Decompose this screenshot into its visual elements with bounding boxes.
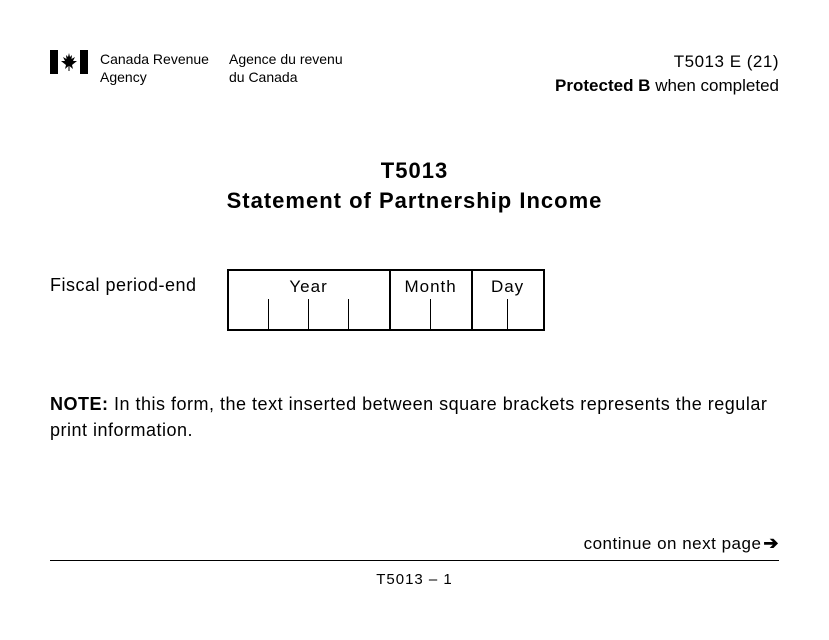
form-version-code: T5013 E (21) bbox=[555, 50, 779, 74]
flag-bar-right bbox=[80, 50, 88, 74]
day-digit-2[interactable] bbox=[508, 299, 543, 329]
continue-text: continue on next page bbox=[584, 534, 762, 553]
fiscal-period-row: Fiscal period-end Year Month Day bbox=[50, 269, 779, 331]
year-digit-4[interactable] bbox=[349, 299, 389, 329]
agency-wordmark: Canada Revenue Agency Agence du revenu d… bbox=[100, 50, 343, 86]
continue-row: continue on next page➔ bbox=[50, 533, 779, 561]
protected-classification: Protected B when completed bbox=[555, 74, 779, 98]
day-column: Day bbox=[473, 271, 543, 329]
header-row: Canada Revenue Agency Agence du revenu d… bbox=[50, 50, 779, 98]
year-column: Year bbox=[229, 271, 391, 329]
month-header: Month bbox=[391, 271, 471, 299]
day-cells bbox=[473, 299, 543, 329]
wordmark-english: Canada Revenue Agency bbox=[100, 50, 209, 86]
agency-logo-section: Canada Revenue Agency Agence du revenu d… bbox=[50, 50, 343, 86]
wordmark-french: Agence du revenu du Canada bbox=[229, 50, 343, 86]
note-label: NOTE: bbox=[50, 394, 109, 414]
day-header: Day bbox=[473, 271, 543, 299]
year-digit-3[interactable] bbox=[309, 299, 349, 329]
form-title-code: T5013 bbox=[50, 158, 779, 184]
day-digit-1[interactable] bbox=[473, 299, 508, 329]
arrow-right-icon: ➔ bbox=[763, 533, 779, 553]
agency-fr-line1: Agence du revenu bbox=[229, 50, 343, 68]
date-entry-box: Year Month Day bbox=[227, 269, 545, 331]
form-title-main: Statement of Partnership Income bbox=[50, 188, 779, 214]
agency-fr-line2: du Canada bbox=[229, 68, 343, 86]
agency-en-line2: Agency bbox=[100, 68, 209, 86]
note-block: NOTE: In this form, the text inserted be… bbox=[50, 391, 779, 443]
page-number: T5013 – 1 bbox=[50, 571, 779, 588]
protected-suffix: when completed bbox=[650, 76, 779, 95]
canada-flag-icon bbox=[50, 50, 88, 74]
fiscal-period-label: Fiscal period-end bbox=[50, 269, 197, 296]
month-cells bbox=[391, 299, 471, 329]
year-cells bbox=[229, 299, 389, 329]
year-digit-1[interactable] bbox=[229, 299, 269, 329]
header-right: T5013 E (21) Protected B when completed bbox=[555, 50, 779, 98]
year-digit-2[interactable] bbox=[269, 299, 309, 329]
flag-bar-left bbox=[50, 50, 58, 74]
note-text: In this form, the text inserted between … bbox=[50, 394, 767, 440]
month-column: Month bbox=[391, 271, 473, 329]
maple-leaf-icon bbox=[58, 50, 80, 74]
month-digit-2[interactable] bbox=[431, 299, 471, 329]
year-header: Year bbox=[229, 271, 389, 299]
month-digit-1[interactable] bbox=[391, 299, 431, 329]
agency-en-line1: Canada Revenue bbox=[100, 50, 209, 68]
protected-b-label: Protected B bbox=[555, 76, 650, 95]
form-title-block: T5013 Statement of Partnership Income bbox=[50, 158, 779, 214]
